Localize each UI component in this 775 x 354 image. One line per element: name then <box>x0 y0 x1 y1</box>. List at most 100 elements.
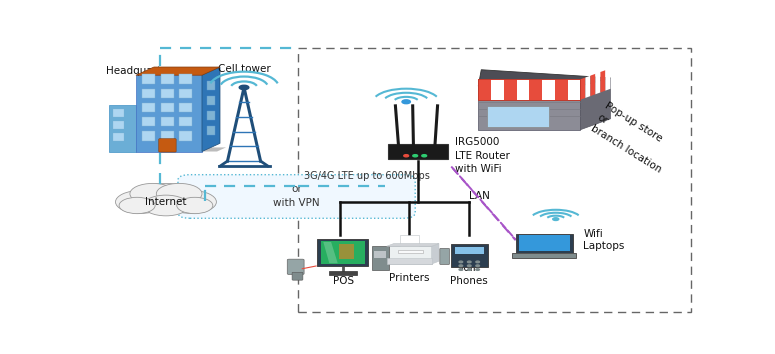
FancyBboxPatch shape <box>317 239 368 266</box>
Polygon shape <box>136 75 202 152</box>
Circle shape <box>467 261 471 263</box>
Text: LAN: LAN <box>470 191 490 201</box>
FancyBboxPatch shape <box>207 126 215 135</box>
Circle shape <box>239 85 249 90</box>
Polygon shape <box>580 78 611 130</box>
FancyBboxPatch shape <box>374 251 387 258</box>
Text: Cell tower: Cell tower <box>218 64 270 74</box>
FancyBboxPatch shape <box>450 244 488 267</box>
Text: Pop-up store
or
branch location: Pop-up store or branch location <box>589 101 677 175</box>
FancyBboxPatch shape <box>142 103 155 112</box>
Polygon shape <box>202 67 220 152</box>
Circle shape <box>133 183 199 213</box>
FancyBboxPatch shape <box>160 103 174 112</box>
FancyBboxPatch shape <box>113 121 124 129</box>
Polygon shape <box>491 79 504 100</box>
Circle shape <box>476 265 480 267</box>
FancyBboxPatch shape <box>387 246 432 264</box>
FancyBboxPatch shape <box>142 131 155 141</box>
Polygon shape <box>605 68 611 91</box>
Polygon shape <box>567 79 580 100</box>
Text: POS: POS <box>332 276 353 286</box>
FancyBboxPatch shape <box>160 74 174 84</box>
FancyBboxPatch shape <box>518 235 570 251</box>
Polygon shape <box>109 147 226 152</box>
Circle shape <box>459 265 463 267</box>
Circle shape <box>177 197 213 214</box>
FancyBboxPatch shape <box>387 258 432 264</box>
FancyBboxPatch shape <box>178 175 415 218</box>
FancyBboxPatch shape <box>179 88 192 98</box>
FancyBboxPatch shape <box>142 117 155 126</box>
Polygon shape <box>109 105 136 152</box>
FancyBboxPatch shape <box>516 234 573 253</box>
FancyBboxPatch shape <box>207 81 215 90</box>
FancyBboxPatch shape <box>207 110 215 120</box>
Text: Internet: Internet <box>145 197 187 207</box>
FancyBboxPatch shape <box>398 250 422 253</box>
FancyBboxPatch shape <box>179 103 192 112</box>
Circle shape <box>402 100 411 104</box>
Text: or
with VPN: or with VPN <box>274 184 320 209</box>
Text: Printers: Printers <box>389 273 429 283</box>
Polygon shape <box>387 244 439 246</box>
Polygon shape <box>478 79 491 100</box>
Polygon shape <box>585 76 591 98</box>
Polygon shape <box>595 72 601 94</box>
Polygon shape <box>529 79 542 100</box>
FancyBboxPatch shape <box>372 246 389 270</box>
Circle shape <box>166 190 216 213</box>
Polygon shape <box>601 70 605 92</box>
Circle shape <box>119 197 155 214</box>
Polygon shape <box>432 244 439 264</box>
Text: VoIP
Phones: VoIP Phones <box>450 263 488 286</box>
Polygon shape <box>580 78 585 100</box>
Circle shape <box>459 269 463 270</box>
Circle shape <box>422 155 426 157</box>
Text: 3G/4G LTE up to 600Mbps: 3G/4G LTE up to 600Mbps <box>304 171 430 181</box>
Polygon shape <box>504 79 517 100</box>
FancyBboxPatch shape <box>159 139 176 152</box>
FancyBboxPatch shape <box>512 253 577 258</box>
Polygon shape <box>517 79 529 100</box>
Polygon shape <box>591 74 595 96</box>
Polygon shape <box>136 67 220 75</box>
Circle shape <box>459 261 463 263</box>
FancyBboxPatch shape <box>440 249 450 264</box>
FancyBboxPatch shape <box>400 235 419 246</box>
Circle shape <box>413 155 418 157</box>
FancyBboxPatch shape <box>321 241 365 264</box>
FancyBboxPatch shape <box>179 131 192 141</box>
Circle shape <box>130 183 176 204</box>
Circle shape <box>476 269 480 270</box>
Polygon shape <box>323 242 338 263</box>
FancyBboxPatch shape <box>142 88 155 98</box>
Circle shape <box>143 195 189 216</box>
Text: Headquarters: Headquarters <box>106 65 177 76</box>
Circle shape <box>467 269 471 270</box>
FancyBboxPatch shape <box>160 88 174 98</box>
FancyBboxPatch shape <box>292 272 303 280</box>
FancyBboxPatch shape <box>329 272 357 275</box>
FancyBboxPatch shape <box>160 131 174 141</box>
Text: IRG5000
LTE Router
with WiFi: IRG5000 LTE Router with WiFi <box>456 137 510 174</box>
FancyBboxPatch shape <box>179 117 192 126</box>
FancyBboxPatch shape <box>113 109 124 116</box>
Text: Wifi
Laptops: Wifi Laptops <box>584 229 625 251</box>
FancyBboxPatch shape <box>113 133 124 141</box>
Circle shape <box>404 155 408 157</box>
FancyBboxPatch shape <box>388 144 448 159</box>
Polygon shape <box>478 86 580 130</box>
Circle shape <box>115 190 166 213</box>
FancyBboxPatch shape <box>455 247 484 254</box>
Polygon shape <box>542 79 555 100</box>
Polygon shape <box>555 79 567 100</box>
FancyBboxPatch shape <box>179 74 192 84</box>
FancyBboxPatch shape <box>142 74 155 84</box>
FancyBboxPatch shape <box>160 117 174 126</box>
FancyBboxPatch shape <box>339 244 354 259</box>
Circle shape <box>553 218 559 221</box>
FancyBboxPatch shape <box>207 96 215 105</box>
FancyBboxPatch shape <box>288 259 304 274</box>
FancyBboxPatch shape <box>487 106 549 127</box>
